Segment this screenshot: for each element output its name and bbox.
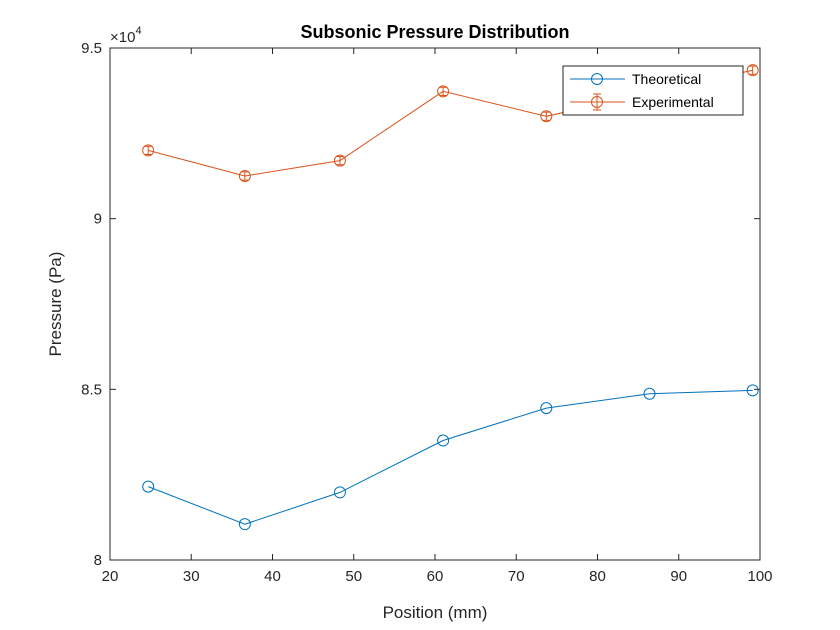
x-tick-label: 30 [183, 568, 200, 585]
legend-marker-theoretical [591, 73, 603, 85]
data-point-experimental [238, 170, 251, 182]
x-tick-label: 100 [747, 568, 772, 585]
data-point-theoretical [643, 387, 656, 400]
x-tick-label: 70 [508, 568, 525, 585]
data-point-theoretical [238, 518, 251, 531]
y-exponent-power: 4 [135, 25, 141, 37]
data-point-theoretical [746, 384, 759, 397]
data-point-experimental [540, 110, 553, 123]
axis-ticks: 20 30 40 50 60 70 80 90 100 8 8.5 9 9.5 [81, 40, 772, 585]
y-tick-label: 9 [94, 211, 102, 228]
data-point-theoretical [333, 486, 346, 499]
data-point-theoretical [540, 402, 553, 415]
data-point-experimental [746, 64, 759, 77]
y-exponent-label: ×104 [110, 25, 142, 46]
data-point-experimental [333, 154, 346, 167]
x-tick-label: 20 [102, 568, 119, 585]
data-point-experimental [142, 144, 155, 157]
series-line-theoretical [148, 389, 753, 525]
x-axis-label: Position (mm) [383, 603, 488, 622]
legend-marker-experimental [591, 96, 603, 108]
data-point-theoretical [142, 480, 155, 493]
legend: Theoretical Experimental [562, 65, 744, 116]
x-tick-label: 60 [427, 568, 444, 585]
x-tick-label: 40 [264, 568, 281, 585]
y-tick-label: 8 [94, 552, 102, 569]
x-tick-label: 50 [345, 568, 362, 585]
y-tick-label: 8.5 [81, 381, 102, 398]
legend-label-theoretical: Theoretical [632, 71, 701, 87]
data-point-experimental [437, 85, 450, 98]
legend-box [562, 65, 744, 116]
y-tick-label: 9.5 [81, 40, 102, 57]
plot-area [109, 47, 761, 561]
data-point-theoretical [437, 434, 450, 447]
x-tick-label: 80 [589, 568, 606, 585]
x-tick-label: 90 [670, 568, 687, 585]
y-exponent-base: ×10 [110, 29, 135, 46]
chart-title: Subsonic Pressure Distribution [300, 22, 569, 42]
y-axis-label: Pressure (Pa) [46, 252, 65, 357]
legend-label-experimental: Experimental [632, 94, 714, 110]
